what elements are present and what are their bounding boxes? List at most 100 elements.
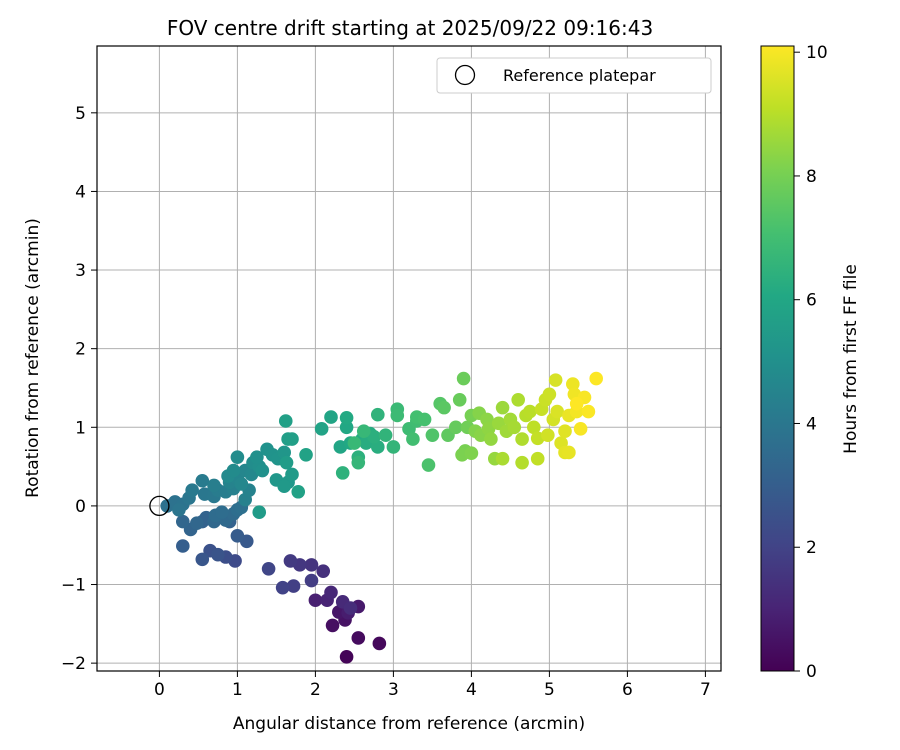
data-point (421, 458, 436, 472)
data-point (283, 554, 298, 568)
data-point (569, 396, 584, 411)
data-point (367, 429, 381, 444)
y-axis: −2 −1 0 1 2 3 4 5 (61, 104, 97, 674)
colorbar-tick-label: 6 (806, 291, 817, 311)
data-point (207, 478, 221, 493)
legend: Reference platepar (436, 57, 712, 94)
legend-box (436, 57, 712, 94)
y-tick-label: 1 (75, 418, 86, 438)
data-point (356, 424, 371, 439)
plot-frame (96, 45, 722, 672)
data-point (261, 561, 276, 576)
x-axis-title: Angular distance from reference (arcmin) (233, 714, 585, 734)
data-point (304, 573, 319, 588)
data-point (316, 564, 331, 578)
data-point (325, 618, 340, 633)
data-point (484, 432, 498, 446)
data-point (558, 424, 572, 439)
y-tick-label: 4 (75, 182, 86, 202)
data-point (299, 448, 313, 462)
data-point (339, 411, 354, 425)
data-point (371, 440, 385, 454)
data-point (286, 579, 301, 593)
colorbar-tick-label: 8 (806, 167, 817, 187)
y-tick-label: 3 (75, 261, 86, 281)
data-point (417, 412, 432, 427)
data-point (314, 422, 329, 436)
data-point (190, 516, 204, 531)
x-tick-label: 3 (388, 680, 399, 700)
data-point (308, 593, 323, 608)
data-point (386, 440, 401, 454)
data-point (277, 445, 292, 460)
data-point (581, 404, 596, 419)
colorbar: 0 2 4 6 8 10 Hours from first FF file (760, 43, 861, 682)
x-tick-label: 2 (310, 680, 321, 700)
y-tick-label: 5 (75, 104, 86, 124)
legend-label-reference: Reference platepar (503, 66, 656, 85)
data-point (176, 514, 190, 529)
data-point (250, 450, 264, 464)
grid-lines (97, 46, 721, 671)
colorbar-ticks: 0 2 4 6 8 10 (794, 43, 828, 682)
data-points (149, 371, 603, 664)
data-point (195, 473, 210, 488)
data-point (449, 420, 463, 435)
y-tick-label: 2 (75, 340, 86, 360)
data-point (347, 436, 362, 450)
colorbar-tick-label: 2 (806, 538, 817, 558)
data-point (523, 404, 537, 419)
data-point (279, 455, 294, 470)
x-tick-label: 5 (544, 680, 555, 700)
data-point (291, 484, 306, 499)
data-point (515, 432, 529, 446)
data-point (566, 377, 580, 391)
data-point (285, 467, 299, 482)
data-point (542, 387, 557, 402)
data-point (541, 428, 555, 442)
data-point (335, 466, 350, 480)
data-point (339, 420, 354, 435)
colorbar-tick-label: 4 (806, 414, 817, 434)
data-point (548, 373, 563, 387)
data-point (324, 410, 338, 424)
data-point (230, 528, 245, 543)
data-point (343, 601, 358, 615)
x-axis: 0 1 2 3 4 5 6 7 (154, 671, 711, 700)
x-tick-label: 7 (700, 680, 711, 700)
data-point (573, 422, 588, 436)
data-point (515, 455, 529, 470)
data-point (527, 420, 541, 435)
data-point (452, 392, 467, 407)
data-point (589, 371, 603, 386)
colorbar-tick-label: 0 (806, 662, 817, 682)
y-tick-label: −1 (61, 576, 86, 596)
data-point (275, 580, 290, 595)
data-point (390, 408, 405, 423)
data-point (278, 414, 293, 428)
colorbar-tick-label: 10 (806, 43, 828, 63)
data-point (172, 503, 186, 517)
data-point (425, 428, 440, 442)
data-point (464, 446, 479, 461)
data-point (226, 463, 241, 478)
data-point (495, 451, 510, 466)
data-point (351, 455, 366, 470)
data-point (255, 463, 270, 478)
data-point (530, 451, 545, 466)
data-point (378, 428, 393, 442)
data-point (304, 558, 319, 572)
y-tick-label: −2 (61, 654, 86, 674)
data-point (371, 407, 385, 422)
colorbar-title: Hours from first FF file (841, 264, 861, 454)
data-point (234, 477, 249, 491)
data-point (437, 400, 451, 415)
data-point (406, 432, 420, 446)
data-point (215, 505, 229, 519)
data-point (351, 631, 366, 645)
x-tick-label: 0 (154, 680, 165, 700)
data-point (550, 404, 564, 419)
x-tick-label: 1 (232, 680, 243, 700)
data-point (511, 392, 525, 407)
